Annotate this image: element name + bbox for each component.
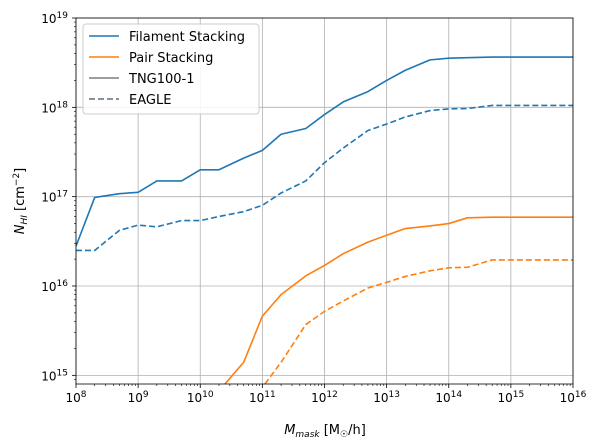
x-tick-base: 10: [373, 391, 388, 405]
x-tick-label: 1011: [249, 390, 276, 405]
y-tick-exp: 15: [57, 368, 68, 378]
x-tick-base: 10: [560, 391, 575, 405]
series-line-filament-stacking-tng100-1: [76, 56, 573, 247]
legend-label: TNG100-1: [128, 72, 195, 87]
x-tick-exp: 10: [202, 390, 214, 400]
y-tick-label: 1018: [41, 100, 68, 115]
x-tick-exp: 14: [451, 390, 463, 400]
x-tick-label: 108: [65, 390, 86, 405]
x-tick-base: 10: [65, 391, 80, 405]
y-tick-base: 10: [41, 101, 56, 115]
x-tick-exp: 9: [143, 390, 149, 400]
x-tick-label: 1014: [435, 390, 462, 405]
legend-label: Filament Stacking: [129, 30, 245, 45]
legend: Filament Stacking Pair Stacking TNG100-1 EA…: [82, 23, 260, 115]
x-tick-base: 10: [498, 391, 513, 405]
y-tick-base: 10: [41, 369, 56, 383]
series-line-pair-stacking-tng100-1: [224, 216, 573, 384]
axis-ticks: 108 109 1010 1011 1012 1013 1014 1015 1016101510…: [41, 11, 586, 405]
x-tick-label: 1013: [373, 390, 400, 405]
y-tick-base: 10: [41, 191, 56, 205]
y-tick-exp: 19: [57, 11, 69, 21]
x-tick-base: 10: [187, 391, 202, 405]
y-tick-exp: 18: [57, 100, 69, 110]
y-tick-label: 1016: [41, 279, 68, 294]
series-group: [76, 56, 573, 384]
y-tick-base: 10: [41, 12, 56, 26]
x-tick-base: 10: [128, 391, 143, 405]
legend-box: [82, 23, 260, 115]
y-axis-label: NHI [cm−2]: [12, 168, 30, 235]
legend-label: Pair Stacking: [129, 51, 213, 66]
x-tick-label: 1010: [187, 390, 214, 405]
x-tick-base: 10: [249, 391, 264, 405]
x-axis-label: Mmask [M☉/h]: [284, 423, 366, 440]
series-line-filament-stacking-eagle: [76, 104, 573, 252]
x-tick-exp: 16: [575, 390, 587, 400]
x-tick-exp: 11: [264, 390, 275, 400]
x-tick-exp: 15: [513, 390, 524, 400]
y-tick-label: 1017: [41, 190, 68, 205]
legend-label: EAGLE: [129, 93, 171, 108]
series-line-pair-stacking-eagle: [264, 259, 573, 384]
x-tick-exp: 8: [81, 390, 87, 400]
y-tick-base: 10: [41, 280, 56, 294]
x-tick-exp: 13: [389, 390, 400, 400]
x-tick-label: 1016: [560, 390, 587, 405]
x-tick-label: 1012: [311, 390, 338, 405]
y-tick-exp: 17: [57, 190, 68, 200]
x-tick-base: 10: [435, 391, 450, 405]
x-tick-label: 109: [128, 390, 149, 405]
x-tick-exp: 12: [326, 390, 337, 400]
y-tick-exp: 16: [57, 279, 69, 289]
x-tick-label: 1015: [498, 390, 525, 405]
y-tick-label: 1015: [41, 368, 68, 383]
x-tick-base: 10: [311, 391, 326, 405]
y-tick-label: 1019: [41, 11, 68, 26]
